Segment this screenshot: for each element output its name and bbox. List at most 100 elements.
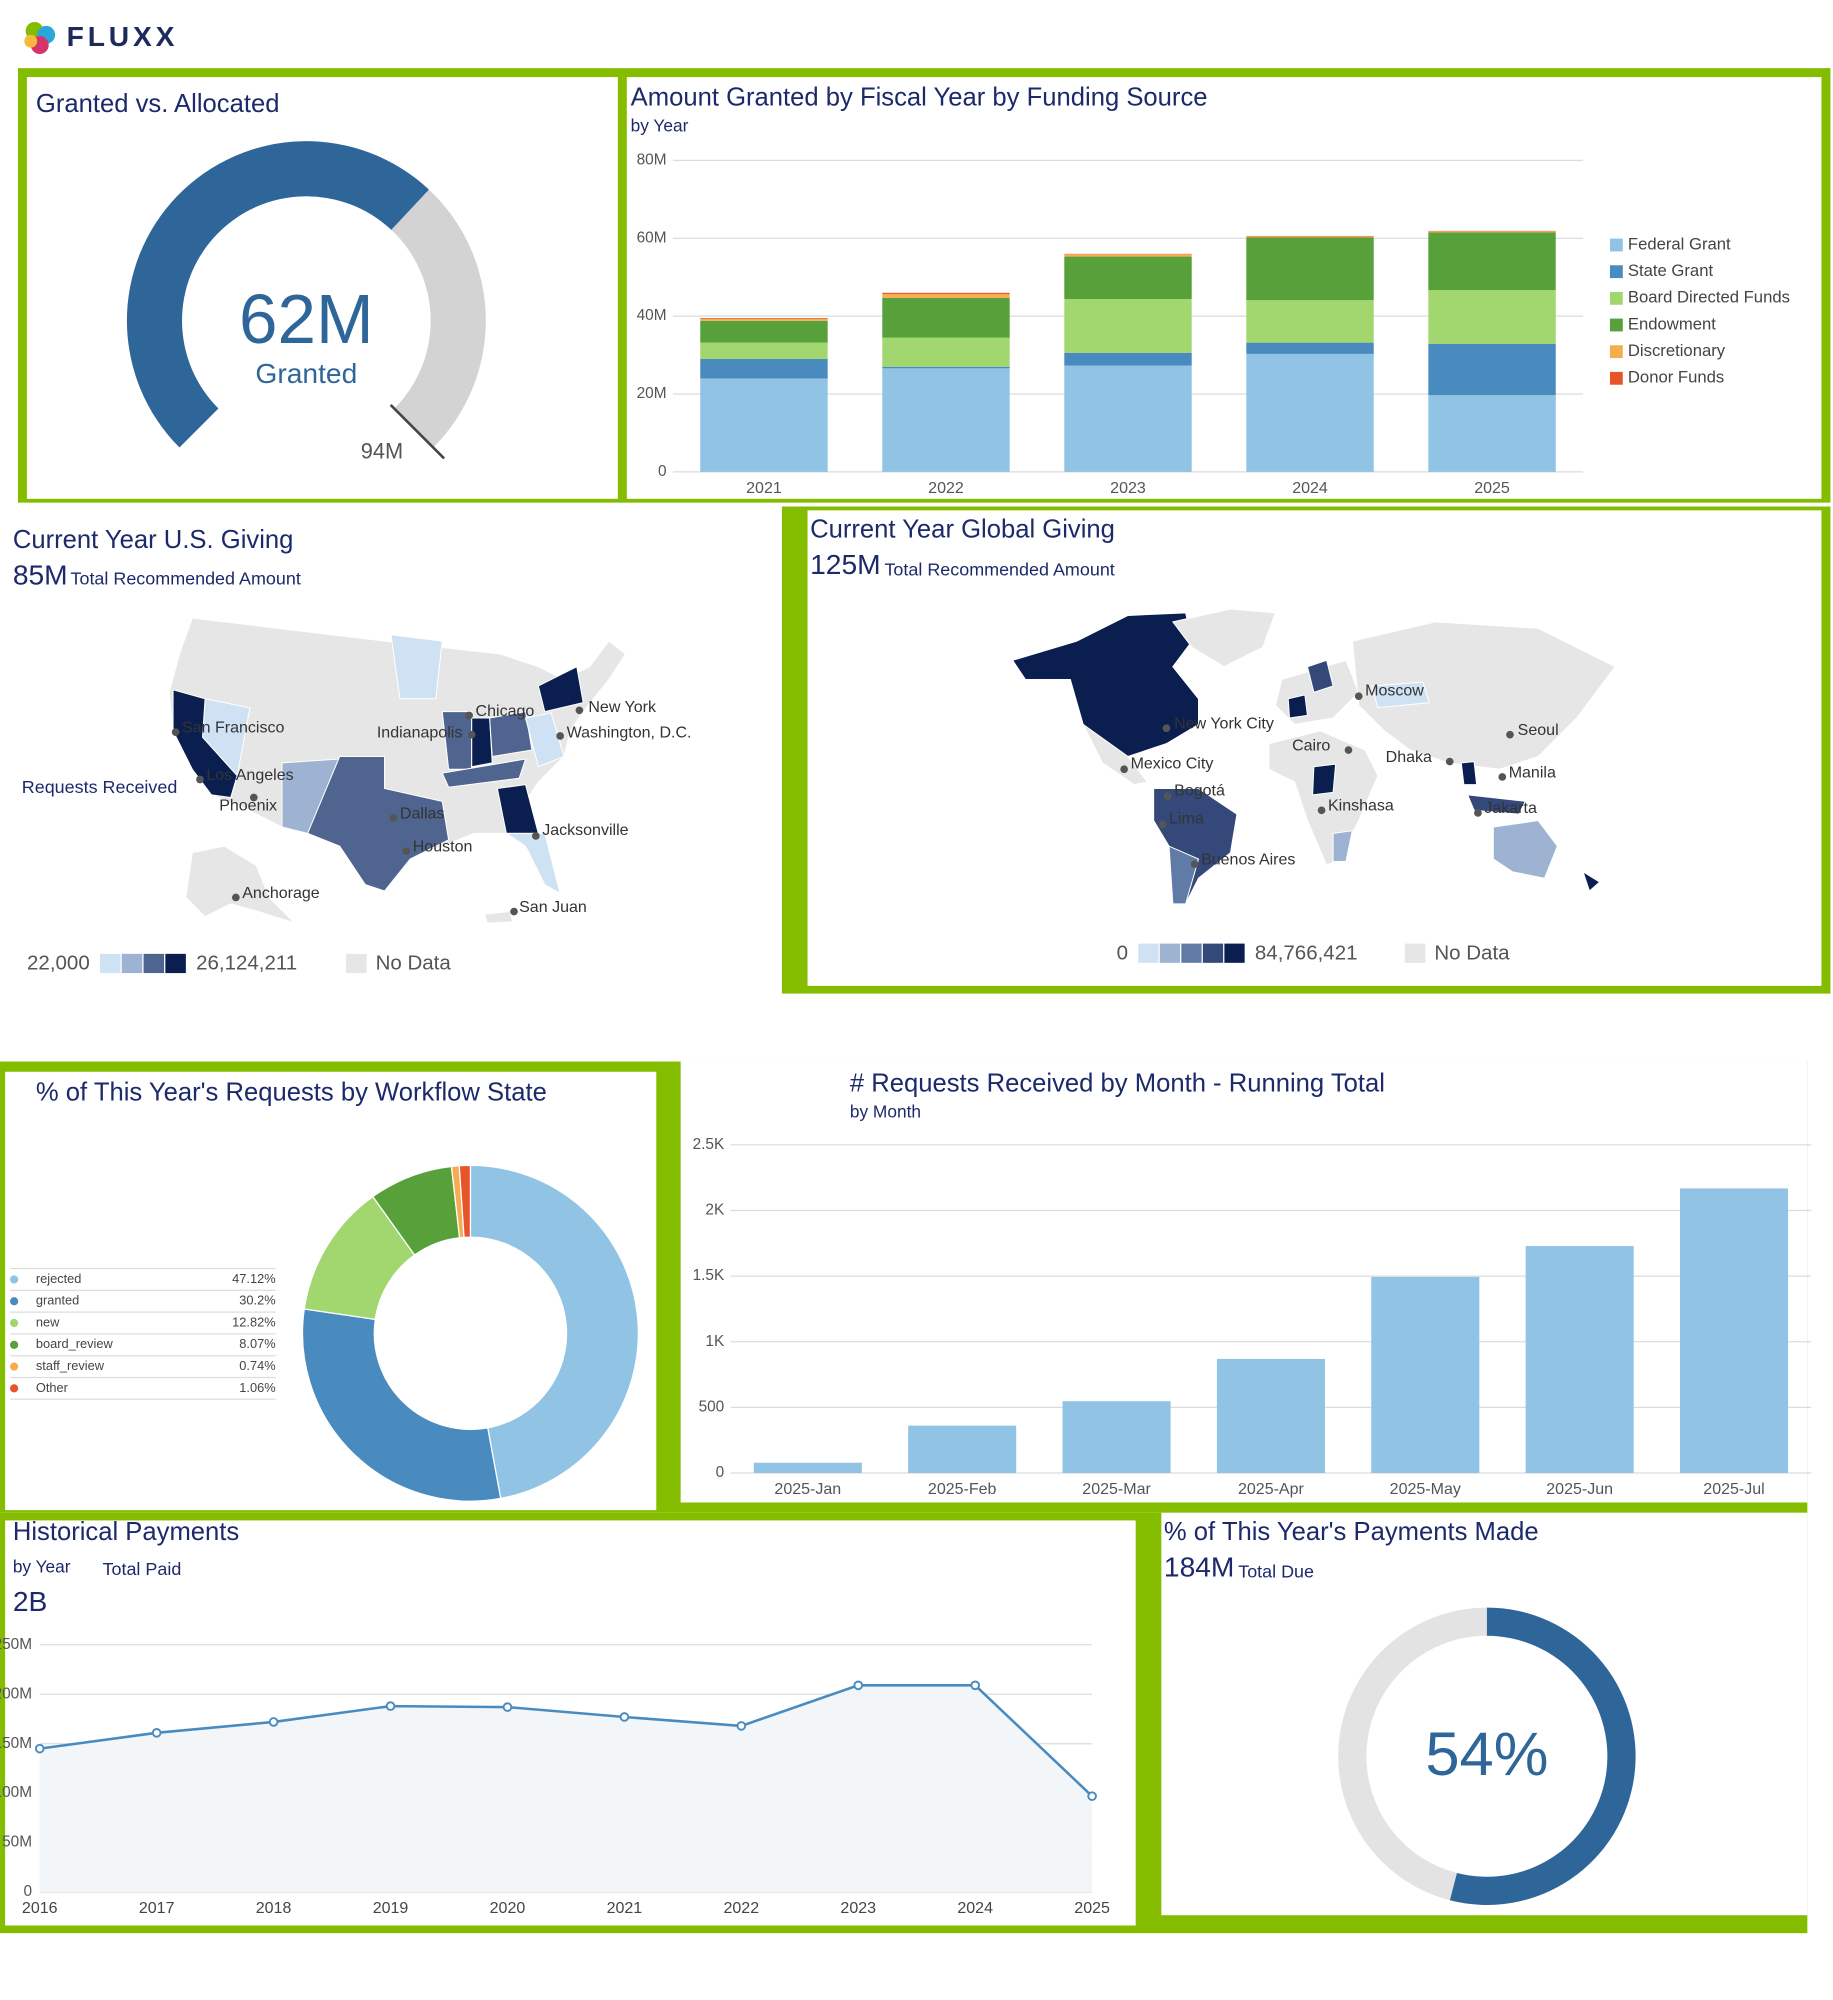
y-tick-label: 0 [716,1464,725,1481]
point [34,1743,45,1754]
city-dot [1474,809,1482,817]
map-region [185,845,296,924]
legend-label: Endowment [1628,314,1716,333]
legend-swatch [1159,943,1181,963]
city-label: Phoenix [219,797,277,815]
kpi-value: 184M [1164,1551,1235,1583]
map-region [1582,870,1601,892]
donut-slice [458,1164,472,1239]
city-label: Dallas [400,804,445,822]
city-dot [389,814,398,822]
x-tick-label: 2025-Mar [1082,1480,1151,1498]
legend-swatch [1224,943,1245,963]
legend-label: new [36,1314,60,1329]
legend-swatch [1609,265,1623,279]
city-dot [1506,730,1514,739]
x-tick-label: 2022 [723,1899,759,1917]
city-dot [1163,792,1172,801]
x-tick-label: 2018 [256,1899,292,1917]
city-label: New York [588,698,657,716]
y-tick-label: 80M [637,151,667,168]
gauge-track [391,189,486,448]
kpi-label: Total Recommended Amount [884,559,1114,579]
city-dot [1120,765,1128,774]
y-tick-label: 1.5K [693,1267,725,1284]
city-label: Dhaka [1386,748,1432,766]
city-label: Buenos Aires [1201,851,1295,869]
chart-title: Current Year Global Giving [810,516,1115,544]
city-dot [249,793,258,802]
map-region [172,689,238,799]
city-label: Mexico City [1131,754,1214,772]
gauge-max-tick [389,404,446,460]
x-tick-label: 2020 [490,1899,526,1917]
bar [753,1462,862,1473]
legend-value: 12.82% [232,1314,275,1329]
city-dot [575,706,584,715]
legend-value: 8.07% [239,1336,275,1351]
bar-segment [1064,299,1192,353]
city-dot [1498,773,1507,781]
point [268,1717,279,1727]
x-tick-label: 2024 [957,1899,993,1917]
legend-value: 47.12% [232,1271,275,1286]
map-side-label: Requests Received [22,777,178,797]
bar-segment [882,368,1010,472]
legend-label: Board Directed Funds [1628,288,1790,307]
bar-segment [700,358,828,379]
legend-value: 1.06% [239,1380,275,1395]
x-tick-label: 2021 [607,1899,643,1917]
city-label: Kinshasa [1328,797,1394,815]
x-tick-label: 2025-May [1390,1480,1461,1498]
kpi-label: Total Paid [103,1559,182,1579]
city-label: Washington, D.C. [567,724,692,742]
bar-segment [882,366,1010,369]
city-label: Los Angeles [206,766,293,784]
no-data-label: No Data [376,952,452,975]
point [970,1680,980,1691]
logo[interactable]: FLUXX [24,20,178,55]
map-region [483,911,514,924]
bar [1525,1246,1634,1473]
legend-dot [9,1318,19,1328]
chart-title: Amount Granted by Fiscal Year by Funding… [631,84,1208,112]
x-tick-label: 2023 [1110,479,1146,497]
bar-segment [1246,300,1374,343]
city-dot [465,711,473,720]
x-tick-label: 2025-Feb [928,1480,997,1498]
bar [1679,1188,1789,1473]
legend-swatch [165,953,186,974]
city-dot [1445,757,1454,766]
legend-label: Donor Funds [1628,368,1724,387]
x-tick-label: 2025-Jul [1703,1480,1764,1498]
bar-segment [1246,236,1374,238]
x-tick-label: 2025-Jun [1546,1480,1613,1498]
city-dot [510,907,518,916]
gauge-caption: Granted [255,357,357,389]
point [502,1702,513,1712]
donut-slice [301,1308,502,1502]
bar [1371,1276,1480,1473]
city-label: Bogotá [1174,781,1225,799]
city-label: Chicago [476,702,535,720]
city-dot [402,847,411,856]
legend-label: granted [36,1293,79,1308]
x-tick-label: 2024 [1292,479,1328,497]
map-region [471,717,493,768]
y-tick-label: 200M [0,1685,32,1702]
y-tick-label: 2K [705,1202,725,1219]
legend-label: Other [36,1380,69,1395]
legend-dot [9,1340,19,1349]
legend-dot [9,1297,19,1306]
y-tick-label: 150M [0,1735,32,1752]
city-dot [467,730,476,739]
map-region [1082,723,1149,786]
point [853,1680,864,1691]
legend-swatch [1609,238,1623,252]
map-region [1306,659,1334,694]
map-region [306,755,450,892]
city-label: Houston [413,838,473,856]
x-tick-label: 2025 [1074,1899,1110,1917]
legend-swatch [1609,371,1623,385]
map-region [1287,694,1309,719]
